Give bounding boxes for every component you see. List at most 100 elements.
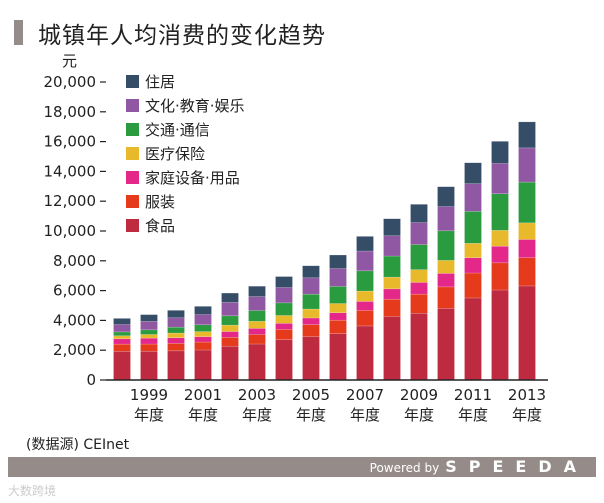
- bar-segment: [437, 260, 455, 274]
- bar-segment: [221, 302, 239, 317]
- bar-segment: [383, 316, 401, 381]
- bar-segment: [329, 254, 347, 269]
- bar-segment: [167, 317, 185, 328]
- x-tick-label: 2005: [292, 386, 330, 404]
- bar-segment: [113, 335, 131, 340]
- bar-segment: [302, 317, 320, 325]
- x-tick-sublabel: 年度: [404, 406, 434, 424]
- bar-segment: [356, 290, 374, 302]
- bar-segment: [302, 265, 320, 279]
- y-tick-label: 6,000: [53, 282, 96, 300]
- bar-segment: [329, 303, 347, 314]
- bar-segment: [356, 325, 374, 381]
- bar-segment: [410, 293, 428, 314]
- y-tick-label: 16,000: [44, 133, 97, 151]
- bar-segment: [113, 338, 131, 345]
- legend-swatch: [126, 75, 139, 88]
- bar-segment: [437, 230, 455, 261]
- bar-segment: [194, 349, 212, 381]
- bar-segment: [167, 326, 185, 334]
- y-axis-unit: 元: [62, 52, 78, 70]
- bar-segment: [194, 336, 212, 343]
- bar-segment: [464, 183, 482, 212]
- x-tick-sublabel: 年度: [296, 406, 326, 424]
- bar-segment: [275, 287, 293, 304]
- legend-label: 住居: [145, 73, 175, 91]
- y-tick-label: 4,000: [53, 311, 96, 329]
- bar-segment: [329, 312, 347, 321]
- bar-segment: [275, 315, 293, 324]
- y-tick-label: 2,000: [53, 341, 96, 359]
- watermark: 大数跨境: [8, 484, 57, 498]
- x-tick-label: 2003: [238, 386, 276, 404]
- bar-segment: [302, 293, 320, 310]
- x-tick-sublabel: 年度: [512, 406, 542, 424]
- bar-segment: [356, 250, 374, 272]
- bar-segment: [437, 186, 455, 207]
- bar-segment: [275, 329, 293, 340]
- bar-segment: [167, 332, 185, 339]
- bar-segment: [491, 262, 509, 291]
- bar-segment: [518, 147, 536, 183]
- legend-swatch: [126, 171, 139, 184]
- bar-segment: [221, 331, 239, 338]
- bar-segment: [383, 276, 401, 290]
- bar-segment: [248, 334, 266, 345]
- bar-segment: [275, 323, 293, 330]
- legend-label: 医疗保险: [145, 145, 205, 163]
- legend-swatch: [126, 219, 139, 232]
- legend-swatch: [126, 147, 139, 160]
- bar-segment: [491, 289, 509, 381]
- x-tick-sublabel: 年度: [350, 406, 380, 424]
- bar-segment: [221, 337, 239, 347]
- legend-label: 文化·教育·娱乐: [145, 97, 245, 115]
- bar-segment: [302, 336, 320, 381]
- y-tick-label: 20,000: [44, 73, 97, 91]
- bar-segment: [491, 163, 509, 195]
- bar-segment: [464, 297, 482, 381]
- bar-segment: [491, 245, 509, 264]
- bar-segment: [248, 328, 266, 335]
- bar-segment: [194, 341, 212, 351]
- data-source: (数据源) CEInet: [26, 437, 130, 453]
- bar-segment: [410, 282, 428, 295]
- legend-swatch: [126, 123, 139, 136]
- y-tick-label: 12,000: [44, 192, 97, 210]
- bar-segment: [383, 298, 401, 317]
- y-tick-label: 10,000: [44, 222, 97, 240]
- bar-segment: [275, 276, 293, 288]
- bar-segment: [113, 343, 131, 352]
- bar-segment: [329, 333, 347, 381]
- bar-segment: [410, 313, 428, 381]
- bar-segment: [194, 324, 212, 332]
- bar-segment: [113, 324, 131, 333]
- bar-segment: [464, 243, 482, 259]
- bar-segment: [437, 286, 455, 309]
- bar-segment: [518, 222, 536, 240]
- legend-label: 交通·通信: [145, 121, 210, 139]
- bar-segment: [410, 222, 428, 245]
- bar-segment: [221, 315, 239, 326]
- bar-segment: [410, 204, 428, 223]
- bar-segment: [248, 310, 266, 322]
- bar-segment: [410, 269, 428, 283]
- x-tick-label: 2011: [454, 386, 492, 404]
- bar-segment: [221, 345, 239, 381]
- bar-segment: [329, 286, 347, 304]
- bar-segment: [518, 239, 536, 258]
- bar-segment: [194, 331, 212, 337]
- bar-segment: [383, 288, 401, 300]
- bar-segment: [167, 350, 185, 381]
- y-tick-label: 18,000: [44, 103, 97, 121]
- bar-segment: [113, 318, 131, 325]
- bar-segment: [221, 324, 239, 332]
- bar-segment: [140, 343, 158, 352]
- bar-segment: [302, 324, 320, 337]
- bar-segment: [275, 339, 293, 381]
- powered-by: Powered by SPEEDA: [370, 458, 588, 477]
- legend-label: 食品: [145, 217, 175, 235]
- bar-segment: [302, 277, 320, 295]
- bar-segment: [491, 141, 509, 164]
- bar-segment: [356, 310, 374, 327]
- legend-label: 家庭设备·用品: [145, 169, 240, 187]
